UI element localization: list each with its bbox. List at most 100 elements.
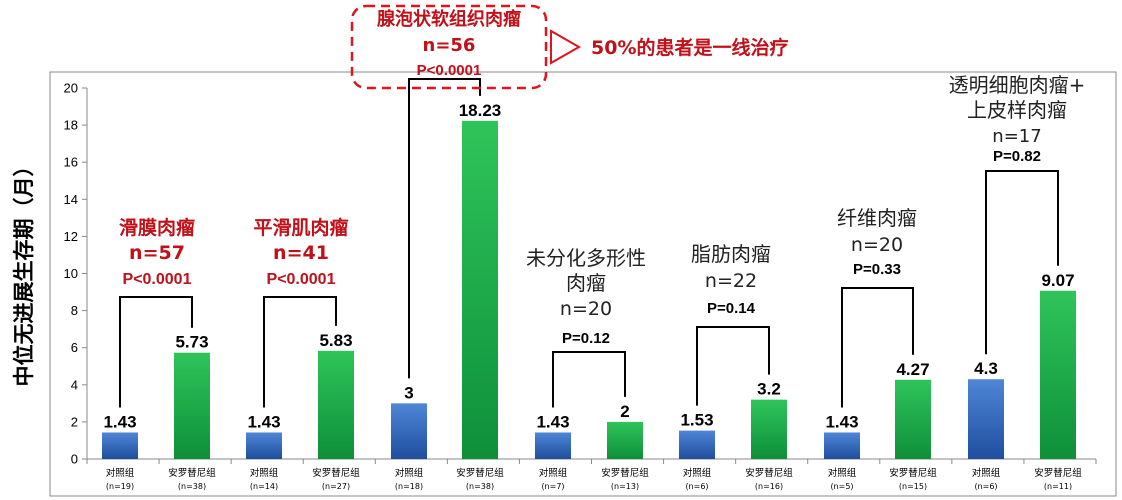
y-tick-label: 16 [64, 155, 78, 170]
category-n-label: (n=7) [541, 482, 564, 491]
significance-bracket [119, 296, 193, 408]
comparison-brackets [119, 78, 1059, 408]
group-label-line: 肉瘤 [566, 271, 606, 295]
y-axis-title: 中位无进展生存期（月） [12, 156, 36, 387]
category-n-label: (n=38) [178, 482, 206, 491]
category-label: 对照组 [683, 467, 712, 479]
bar-control [102, 432, 138, 459]
value-label: 18.23 [459, 101, 502, 120]
value-label: 5.83 [319, 331, 352, 350]
category-label: 安罗替尼组 [601, 467, 649, 479]
y-tick-label: 8 [71, 303, 78, 318]
category-labels: 对照组 (n=19) 安罗替尼组 (n=38) 对照组 (n=14) 安罗替尼组 (n=27)… [106, 467, 1083, 491]
category-n-label: (n=13) [611, 482, 639, 491]
value-label: 3 [404, 383, 413, 402]
chart-frame [49, 71, 1117, 497]
significance-bracket [841, 287, 914, 408]
bar-anlotinib [1040, 290, 1076, 459]
category-label: 安罗替尼组 [1034, 467, 1082, 479]
category-n-label: (n=6) [974, 482, 997, 491]
significance-bracket [552, 351, 626, 408]
group-label-line: 脂肪肉瘤 [691, 242, 771, 266]
bar-control [968, 379, 1004, 459]
highlight-box [350, 4, 548, 90]
category-n-label: (n=14) [250, 482, 278, 491]
y-tick-label: 14 [64, 192, 78, 207]
group-label-line: 滑膜肉瘤 [119, 216, 195, 239]
first-line-callout: 50%的患者是一线治疗 [550, 29, 788, 65]
group-label-line: 纤维肉瘤 [837, 206, 917, 230]
bar-control [535, 432, 571, 459]
category-label: 对照组 [828, 467, 857, 479]
p-value-label: P<0.0001 [267, 271, 336, 288]
bar-anlotinib [462, 120, 498, 460]
significance-bracket [696, 326, 770, 406]
group-label-line: n=22 [705, 270, 757, 292]
bar-control [391, 403, 427, 459]
group-label-line: n=20 [851, 234, 903, 256]
group-label-line: 未分化多形性 [526, 246, 646, 270]
bar-control [246, 432, 282, 459]
y-tick-label: 20 [64, 81, 78, 96]
callout-arrow-icon [550, 29, 582, 65]
category-label: 对照组 [539, 467, 568, 479]
y-tick-label: 2 [71, 414, 78, 429]
group-label-line: n=20 [560, 298, 612, 320]
callout-text: 50%的患者是一线治疗 [591, 36, 788, 59]
y-tick-label: 10 [64, 266, 78, 281]
value-label: 2 [620, 402, 629, 421]
category-label: 安罗替尼组 [312, 467, 360, 479]
bar-anlotinib [607, 421, 643, 459]
category-n-label: (n=27) [322, 482, 350, 491]
group-label-line: n=57 [129, 242, 185, 264]
y-tick-label: 0 [71, 452, 78, 467]
bar-anlotinib [174, 352, 210, 459]
category-n-label: (n=18) [395, 482, 423, 491]
value-label: 1.53 [680, 411, 713, 430]
group-label-line: 上皮样肉瘤 [967, 98, 1067, 122]
group-label-line: n=17 [992, 126, 1041, 147]
category-label: 安罗替尼组 [456, 467, 504, 479]
value-label: 1.43 [825, 412, 858, 431]
category-n-label: (n=5) [830, 482, 853, 491]
value-label: 1.43 [536, 412, 569, 431]
bar-anlotinib [318, 350, 354, 459]
value-label: 9.07 [1041, 271, 1074, 290]
category-n-label: (n=38) [466, 482, 494, 491]
significance-bracket [263, 296, 337, 408]
bars [102, 120, 1076, 460]
group-label-line: 腺泡状软组织肉瘤 [377, 8, 521, 30]
value-labels: 1.43 5.73 1.43 5.83 3 18.23 1.43 2 1.53 3.2 1.43 4.… [103, 101, 1074, 432]
category-n-label: (n=16) [755, 482, 783, 491]
value-label: 1.43 [103, 412, 136, 431]
category-label: 对照组 [106, 467, 135, 479]
group-label-line: n=56 [423, 35, 476, 56]
category-label: 安罗替尼组 [168, 467, 216, 479]
category-label: 安罗替尼组 [745, 467, 793, 479]
category-label: 对照组 [395, 467, 424, 479]
bar-control [679, 430, 715, 459]
group-labels: 滑膜肉瘤 n=57 P<0.0001 平滑肌肉瘤 n=41 P<0.0001 腺泡状软组织肉… [119, 4, 1086, 347]
p-value-label: P=0.33 [853, 261, 901, 278]
p-value-label: P=0.82 [993, 148, 1041, 165]
y-tick-label: 12 [64, 229, 78, 244]
y-tick-label: 6 [71, 340, 78, 355]
y-tick-label: 4 [71, 377, 78, 392]
value-label: 4.27 [896, 360, 929, 379]
category-label: 对照组 [972, 467, 1001, 479]
category-n-label: (n=15) [899, 482, 927, 491]
category-label: 安罗替尼组 [889, 467, 937, 479]
category-label: 对照组 [250, 467, 279, 479]
value-label: 5.73 [175, 333, 208, 352]
p-value-label: P=0.14 [707, 300, 756, 317]
value-label: 3.2 [757, 380, 781, 399]
group-label-line: 透明细胞肉瘤+ [949, 73, 1086, 97]
value-label: 1.43 [247, 412, 280, 431]
bar-control [824, 432, 860, 459]
p-value-label: P=0.12 [562, 330, 610, 347]
y-tick-label: 18 [64, 118, 78, 133]
significance-bracket [985, 170, 1059, 355]
value-label: 4.3 [974, 359, 998, 378]
p-value-label: P<0.0001 [123, 271, 192, 288]
